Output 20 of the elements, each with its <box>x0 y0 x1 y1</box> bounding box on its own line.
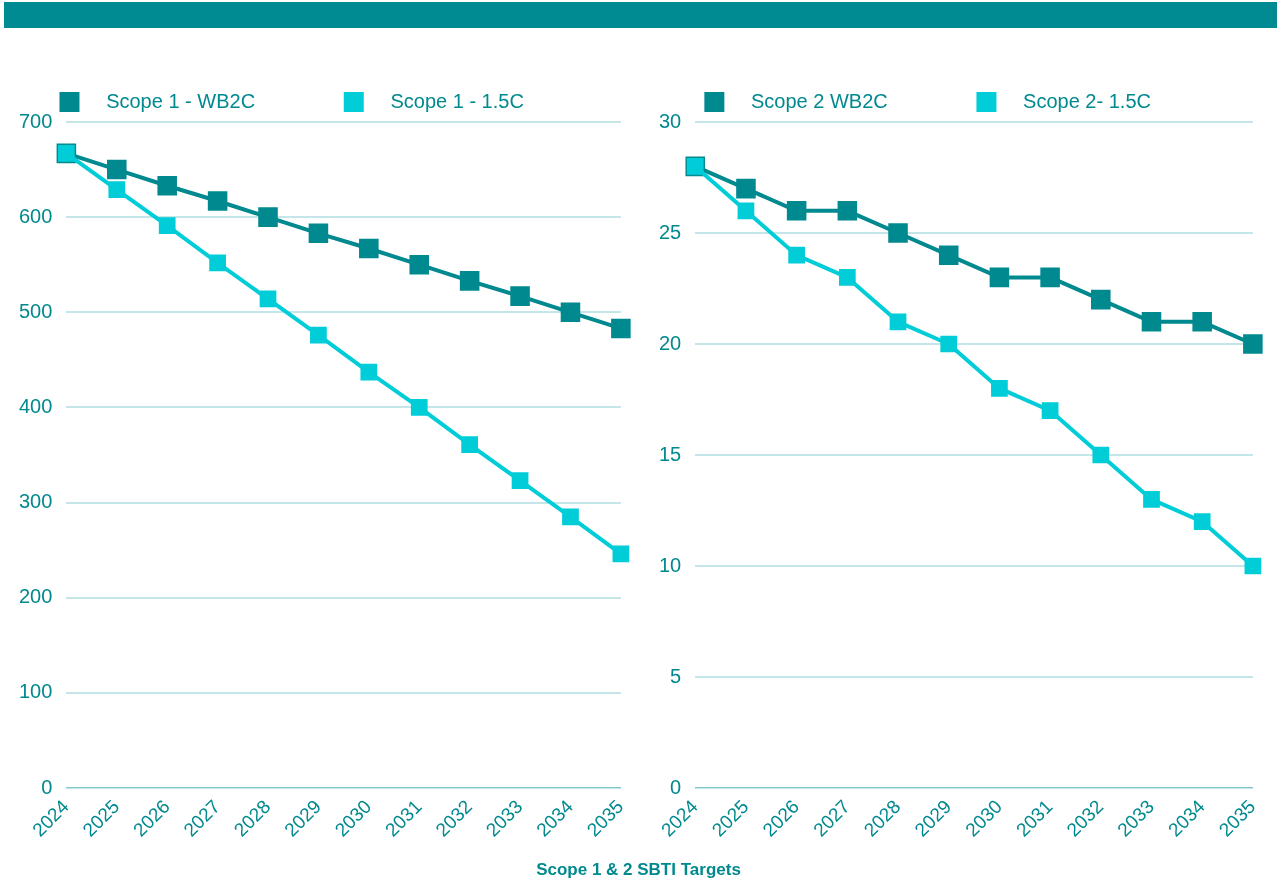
legend-label: Scope 2 WB2C <box>734 89 955 112</box>
legend-label: Scope 1 - 1.5C <box>373 89 591 112</box>
y-tick-label: 300 <box>18 490 53 513</box>
y-tick-label: 600 <box>18 204 53 227</box>
y-tick-label: 10 <box>659 553 682 576</box>
y-tick-label: 100 <box>18 680 53 703</box>
y-tick-label: 200 <box>18 585 53 608</box>
y-tick-label: 0 <box>670 775 682 798</box>
legend-label: Scope 2- 1.5C <box>1006 89 1218 112</box>
y-tick-label: 30 <box>659 109 682 132</box>
y-tick-label: 25 <box>659 220 682 243</box>
y-tick-label: 0 <box>41 775 53 798</box>
y-tick-label: 400 <box>18 394 53 417</box>
y-tick-label: 700 <box>18 109 53 132</box>
y-tick-label: 500 <box>18 299 53 322</box>
y-tick-label: 15 <box>659 442 682 465</box>
legend-label: Scope 1 - WB2C <box>89 89 322 112</box>
y-tick-label: 5 <box>670 664 682 687</box>
y-tick-label: 20 <box>659 331 682 354</box>
text: Scope 1 & 2 SBTI Targets <box>535 860 742 880</box>
